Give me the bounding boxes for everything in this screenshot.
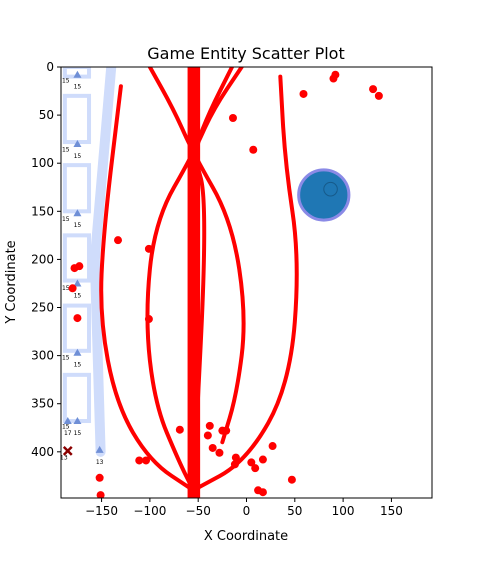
red-point: [95, 473, 104, 482]
small-label: 15: [62, 285, 70, 292]
ghost-block: [62, 93, 92, 145]
red-point: [258, 488, 267, 497]
platform-marker: [73, 348, 82, 356]
platform-marker: [73, 70, 82, 78]
small-label: 13: [60, 455, 68, 462]
y-tick-label: 50: [39, 108, 54, 122]
y-tick-label: 0: [46, 60, 54, 74]
platform-label: 15: [74, 362, 82, 369]
x-marker: [62, 445, 73, 456]
red-point: [215, 448, 224, 457]
platform-marker: [73, 279, 82, 287]
red-point: [258, 455, 267, 464]
red-point: [231, 453, 240, 462]
platform-label: 15: [74, 430, 82, 437]
red-point: [268, 442, 277, 451]
platform-marker: [63, 417, 72, 425]
red-point: [331, 70, 340, 79]
red-point: [230, 460, 239, 469]
y-tick-label: 150: [31, 204, 54, 218]
red-point: [228, 113, 237, 122]
red-point: [175, 425, 184, 434]
x-tick-label: −50: [186, 504, 211, 518]
big-circle: [297, 168, 351, 222]
platform-marker: [73, 139, 82, 147]
y-tick-label: 350: [31, 397, 54, 411]
y-tick-label: 100: [31, 156, 54, 170]
ghost-block: [62, 163, 92, 214]
red-point: [251, 464, 260, 473]
small-label: 15: [62, 354, 70, 361]
x-tick-label: −150: [85, 504, 118, 518]
x-tick-label: 150: [380, 504, 403, 518]
red-point: [247, 458, 256, 467]
red-point: [205, 421, 214, 430]
red-point: [96, 491, 105, 498]
y-tick-label: 250: [31, 301, 54, 315]
red-point: [188, 443, 197, 452]
x-tick-label: 50: [287, 504, 302, 518]
platform-label: 17: [64, 430, 72, 437]
ghost-block: [62, 372, 92, 424]
red-curve: [147, 67, 246, 445]
small-label: 15: [62, 424, 70, 431]
red-point: [369, 85, 378, 94]
x-axis-label: X Coordinate: [204, 529, 288, 544]
red-point: [208, 443, 217, 452]
platform-label: 15: [74, 292, 82, 299]
platform-marker: [73, 209, 82, 217]
red-point: [218, 426, 227, 435]
red-point: [114, 236, 123, 245]
x-tick-label: 0: [243, 504, 251, 518]
platform-label: 15: [74, 153, 82, 160]
platform-label: 15: [74, 84, 82, 91]
red-bar: [187, 67, 201, 498]
red-curve: [99, 84, 196, 493]
small-label: 15: [62, 147, 70, 154]
red-curve: [145, 67, 244, 493]
red-point: [75, 262, 84, 271]
platform-marker: [95, 445, 104, 453]
y-axis-label: Y Coordinate: [4, 240, 19, 324]
y-tick-label: 300: [31, 349, 54, 363]
ghost-block: [62, 303, 92, 353]
red-point: [249, 145, 258, 154]
platform-marker: [73, 417, 82, 425]
red-point: [299, 89, 308, 98]
x-tick-label: −100: [133, 504, 166, 518]
red-point: [144, 244, 153, 253]
red-point: [287, 475, 296, 484]
red-point: [142, 456, 151, 465]
platform-label: 15: [74, 222, 82, 229]
small-label: 15: [62, 77, 70, 84]
chart-title: Game Entity Scatter Plot: [147, 44, 344, 63]
small-label: 15: [62, 216, 70, 223]
red-point: [73, 314, 82, 323]
red-point: [144, 315, 153, 324]
red-curve: [191, 74, 299, 493]
ghost-path: [89, 67, 117, 457]
y-tick-label: 400: [31, 445, 54, 459]
red-point: [203, 431, 212, 440]
red-point: [374, 91, 383, 100]
red-point: [68, 284, 77, 293]
small-circle: [323, 181, 338, 197]
y-tick-label: 200: [31, 252, 54, 266]
axes: −150 −100 −50 0 50 100 150 0 50 100 150 200 250 300 35…: [31, 60, 433, 518]
red-point: [135, 456, 144, 465]
x-tick-label: 100: [332, 504, 355, 518]
ghost-block: [62, 233, 92, 283]
platform-label: 13: [96, 459, 104, 466]
